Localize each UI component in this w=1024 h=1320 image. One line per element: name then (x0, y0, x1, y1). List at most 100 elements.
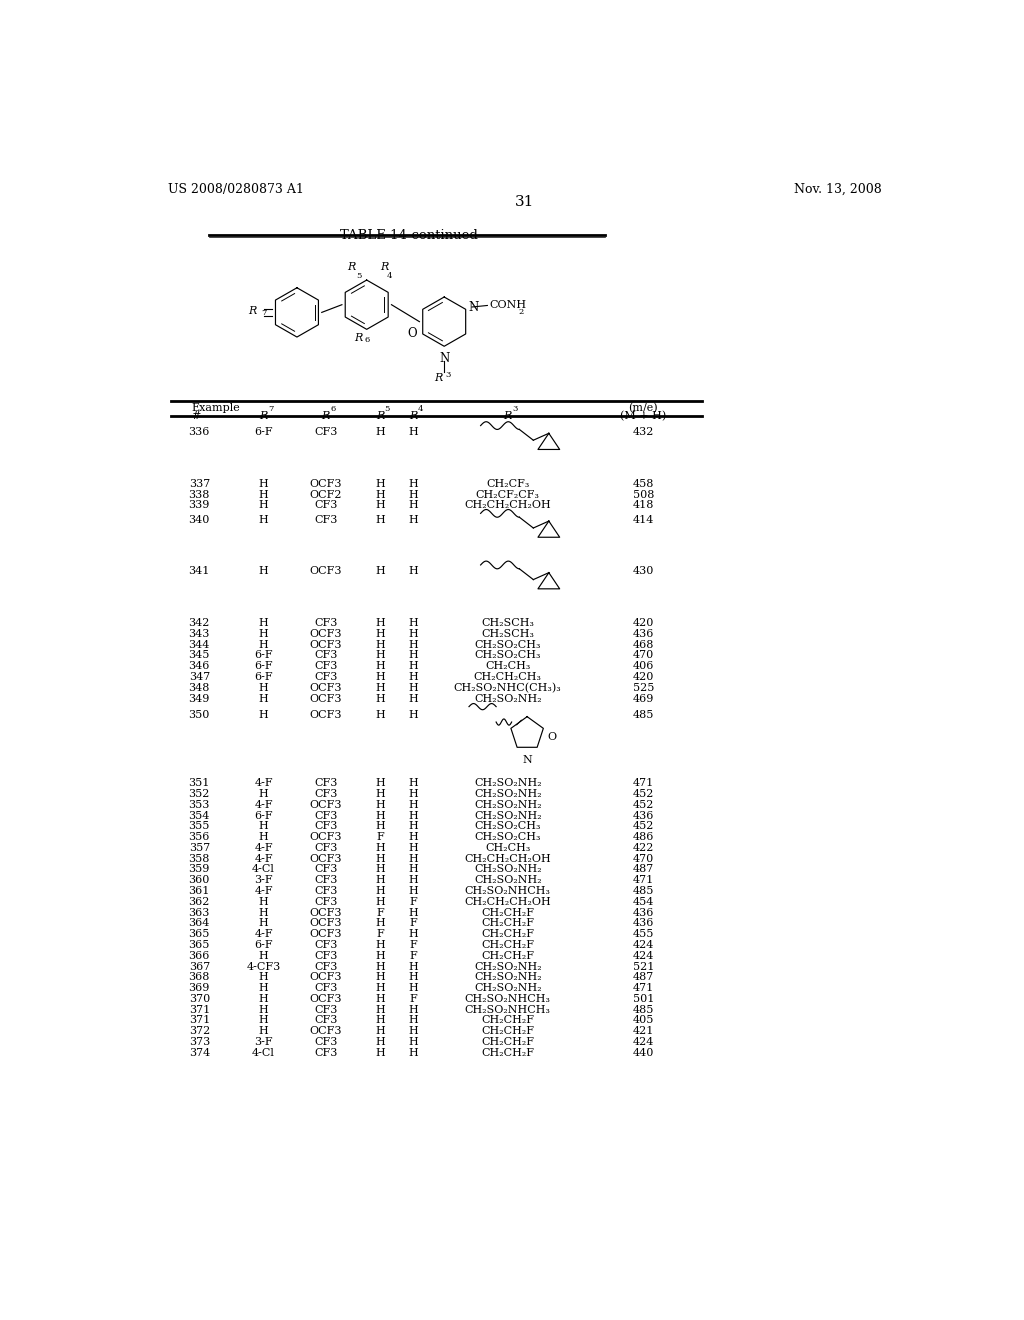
Text: H: H (375, 843, 385, 853)
Text: CF3: CF3 (314, 618, 337, 628)
Text: 4-CF3: 4-CF3 (247, 961, 281, 972)
Text: 366: 366 (188, 950, 210, 961)
Text: H: H (259, 479, 268, 488)
Text: 363: 363 (188, 908, 210, 917)
Text: OCF3: OCF3 (309, 1026, 342, 1036)
Text: CH₂CF₃: CH₂CF₃ (486, 479, 529, 488)
Text: H: H (409, 832, 418, 842)
Text: H: H (259, 710, 268, 721)
Text: H: H (409, 618, 418, 628)
Text: H: H (259, 693, 268, 704)
Text: (m/e): (m/e) (629, 404, 658, 413)
Text: 6-F: 6-F (254, 428, 273, 437)
Text: 362: 362 (188, 896, 210, 907)
Text: 421: 421 (633, 1026, 654, 1036)
Text: H: H (259, 500, 268, 511)
Text: H: H (259, 515, 268, 525)
Text: H: H (259, 832, 268, 842)
Text: H: H (375, 896, 385, 907)
Text: CH₂CH₂F: CH₂CH₂F (481, 1048, 535, 1057)
Text: 3-F: 3-F (254, 1038, 273, 1047)
Text: CH₂SO₂NHC(CH₃)₃: CH₂SO₂NHC(CH₃)₃ (454, 682, 561, 693)
Text: H: H (259, 1026, 268, 1036)
Text: TABLE 14-continued: TABLE 14-continued (340, 230, 477, 243)
Text: 2: 2 (518, 308, 523, 315)
Text: (M + H): (M + H) (621, 411, 667, 421)
Text: H: H (375, 950, 385, 961)
Text: US 2008/0280873 A1: US 2008/0280873 A1 (168, 183, 304, 197)
Text: 345: 345 (188, 651, 210, 660)
Text: 455: 455 (633, 929, 654, 939)
Text: OCF3: OCF3 (309, 908, 342, 917)
Text: H: H (259, 950, 268, 961)
Text: 369: 369 (188, 983, 210, 993)
Text: 3: 3 (512, 405, 518, 413)
Text: 359: 359 (188, 865, 210, 874)
Text: H: H (375, 875, 385, 886)
Text: R: R (381, 263, 389, 272)
Text: H: H (259, 566, 268, 577)
Text: H: H (375, 1026, 385, 1036)
Text: OCF3: OCF3 (309, 919, 342, 928)
Text: 342: 342 (188, 618, 210, 628)
Text: 452: 452 (633, 800, 654, 809)
Text: H: H (375, 640, 385, 649)
Text: CF3: CF3 (314, 983, 337, 993)
Text: 343: 343 (188, 628, 210, 639)
Text: F: F (376, 832, 384, 842)
Text: 485: 485 (633, 886, 654, 896)
Text: CH₂SO₂CH₃: CH₂SO₂CH₃ (474, 651, 541, 660)
Text: 4-Cl: 4-Cl (252, 865, 275, 874)
Text: 4-F: 4-F (254, 854, 273, 863)
Text: 424: 424 (633, 1038, 654, 1047)
Text: 353: 353 (188, 800, 210, 809)
Text: H: H (409, 651, 418, 660)
Text: H: H (409, 672, 418, 682)
Text: 405: 405 (633, 1015, 654, 1026)
Text: H: H (375, 1015, 385, 1026)
Text: H: H (409, 810, 418, 821)
Text: 339: 339 (188, 500, 210, 511)
Text: H: H (409, 789, 418, 799)
Text: 6-F: 6-F (254, 810, 273, 821)
Text: 4-F: 4-F (254, 843, 273, 853)
Text: H: H (409, 490, 418, 499)
Text: H: H (375, 710, 385, 721)
Text: H: H (375, 940, 385, 950)
Text: O: O (547, 733, 556, 742)
Text: 368: 368 (188, 973, 210, 982)
Text: 452: 452 (633, 789, 654, 799)
Text: CF3: CF3 (314, 500, 337, 511)
Text: H: H (375, 1005, 385, 1015)
Text: F: F (410, 919, 417, 928)
Text: CF3: CF3 (314, 515, 337, 525)
Text: H: H (409, 865, 418, 874)
Text: H: H (409, 640, 418, 649)
Text: 414: 414 (633, 515, 654, 525)
Text: 452: 452 (633, 821, 654, 832)
Text: 420: 420 (633, 672, 654, 682)
Text: H: H (409, 961, 418, 972)
Text: CF3: CF3 (314, 950, 337, 961)
Text: H: H (259, 983, 268, 993)
Text: H: H (375, 789, 385, 799)
Text: CONH: CONH (488, 301, 526, 310)
Text: H: H (375, 983, 385, 993)
Text: H: H (375, 515, 385, 525)
Text: 349: 349 (188, 693, 210, 704)
Text: CF3: CF3 (314, 1005, 337, 1015)
Text: CH₂SO₂CH₃: CH₂SO₂CH₃ (474, 832, 541, 842)
Text: CH₂SO₂NH₂: CH₂SO₂NH₂ (474, 875, 542, 886)
Text: CH₂SO₂NHCH₃: CH₂SO₂NHCH₃ (465, 886, 551, 896)
Text: H: H (409, 908, 418, 917)
Text: H: H (375, 500, 385, 511)
Text: H: H (375, 973, 385, 982)
Text: 367: 367 (188, 961, 210, 972)
Text: H: H (375, 810, 385, 821)
Text: 486: 486 (633, 832, 654, 842)
Text: 358: 358 (188, 854, 210, 863)
Text: H: H (409, 800, 418, 809)
Text: 470: 470 (633, 651, 654, 660)
Text: CH₂CH₂F: CH₂CH₂F (481, 1026, 535, 1036)
Text: H: H (375, 661, 385, 671)
